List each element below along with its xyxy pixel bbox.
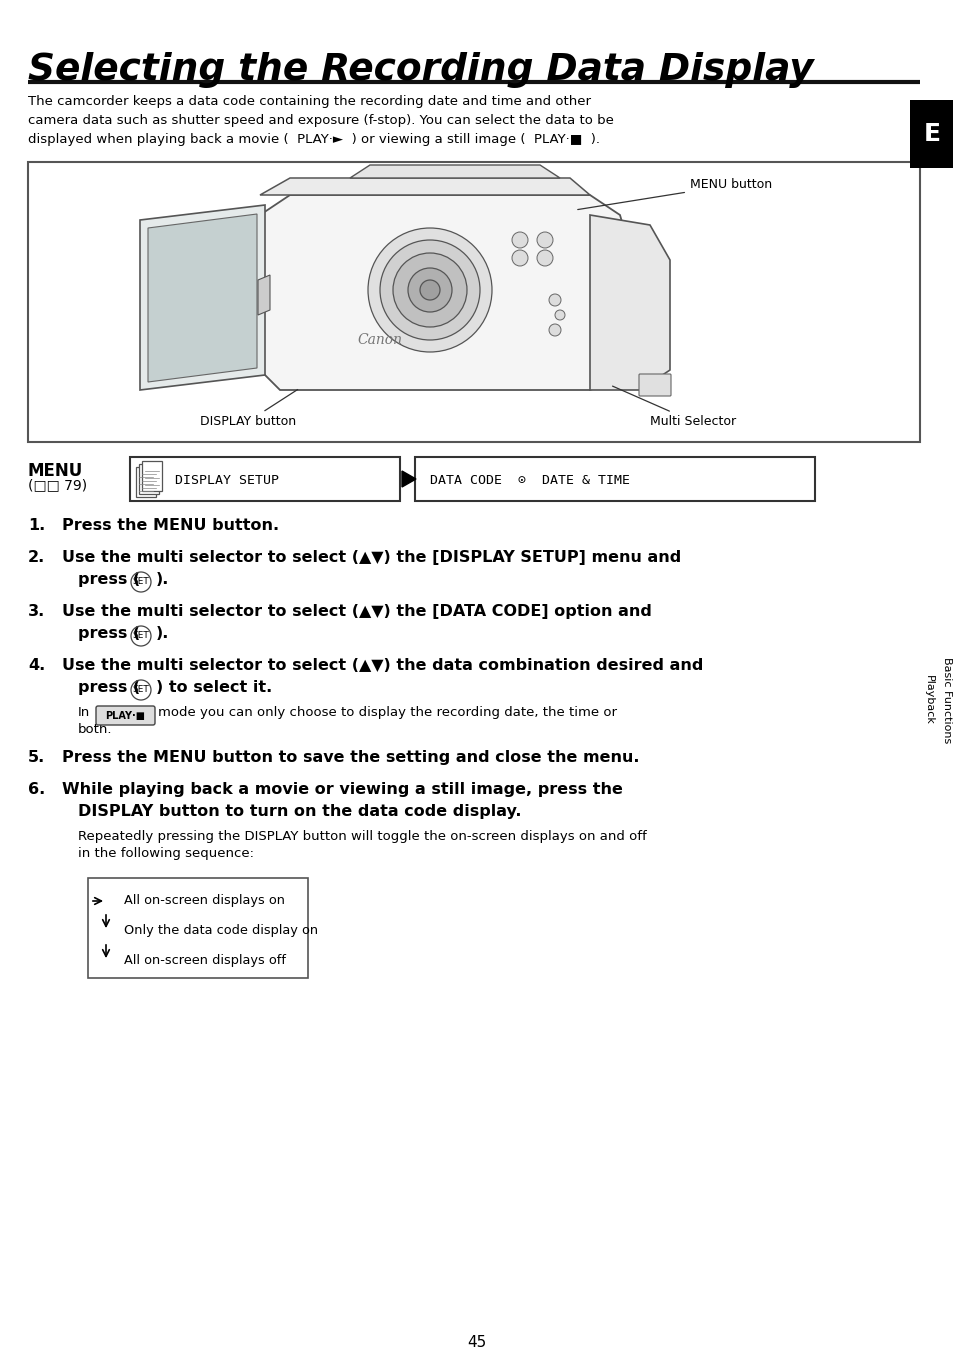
Circle shape [548, 294, 560, 305]
Circle shape [408, 267, 452, 312]
Text: 6.: 6. [28, 782, 45, 797]
Text: Press the MENU button.: Press the MENU button. [62, 518, 279, 533]
Text: SET: SET [132, 578, 150, 586]
Text: SET: SET [132, 685, 150, 695]
FancyBboxPatch shape [130, 457, 399, 501]
Text: Only the data code display on: Only the data code display on [124, 924, 317, 936]
Text: press (: press ( [78, 626, 140, 641]
Text: MENU: MENU [28, 461, 83, 480]
FancyBboxPatch shape [909, 100, 953, 168]
Text: camera data such as shutter speed and exposure (f-stop). You can select the data: camera data such as shutter speed and ex… [28, 114, 613, 128]
Text: Canon: Canon [357, 332, 402, 347]
FancyBboxPatch shape [28, 161, 919, 442]
Text: E: E [923, 122, 940, 147]
Circle shape [419, 280, 439, 300]
Text: 2.: 2. [28, 550, 45, 565]
Text: 45: 45 [467, 1335, 486, 1350]
FancyBboxPatch shape [139, 464, 159, 494]
Polygon shape [589, 214, 669, 389]
Text: 4.: 4. [28, 658, 45, 673]
Text: Selecting the Recording Data Display: Selecting the Recording Data Display [28, 52, 813, 88]
Polygon shape [260, 178, 589, 195]
Text: press (: press ( [78, 573, 140, 588]
Text: mode you can only choose to display the recording date, the time or: mode you can only choose to display the … [158, 706, 617, 719]
Text: Use the multi selector to select (▲▼) the data combination desired and: Use the multi selector to select (▲▼) th… [62, 658, 702, 673]
Text: In: In [78, 706, 91, 719]
FancyBboxPatch shape [136, 467, 156, 497]
Text: DISPLAY button to turn on the data code display.: DISPLAY button to turn on the data code … [78, 803, 521, 820]
Text: MENU button: MENU button [578, 179, 771, 209]
Text: DISPLAY SETUP: DISPLAY SETUP [174, 475, 278, 487]
Text: ).: ). [156, 626, 170, 641]
Text: (□□ 79): (□□ 79) [28, 478, 87, 493]
Circle shape [548, 324, 560, 337]
Polygon shape [401, 471, 416, 487]
Text: PLAY·■: PLAY·■ [106, 711, 146, 721]
Polygon shape [260, 195, 629, 389]
Text: press (: press ( [78, 680, 140, 695]
Circle shape [537, 250, 553, 266]
Text: While playing back a movie or viewing a still image, press the: While playing back a movie or viewing a … [62, 782, 622, 797]
Text: All on-screen displays off: All on-screen displays off [124, 954, 286, 968]
FancyBboxPatch shape [88, 878, 308, 978]
FancyBboxPatch shape [142, 461, 162, 491]
Text: ).: ). [156, 573, 170, 588]
Text: Basic Functions
Playback: Basic Functions Playback [923, 657, 951, 744]
Text: Use the multi selector to select (▲▼) the [DISPLAY SETUP] menu and: Use the multi selector to select (▲▼) th… [62, 550, 680, 565]
Text: DISPLAY button: DISPLAY button [200, 389, 297, 427]
Circle shape [512, 232, 527, 248]
FancyBboxPatch shape [96, 706, 154, 725]
Text: in the following sequence:: in the following sequence: [78, 847, 253, 860]
Text: displayed when playing back a movie (  PLAY·►  ) or viewing a still image (  PLA: displayed when playing back a movie ( PL… [28, 133, 599, 147]
FancyBboxPatch shape [639, 375, 670, 396]
Text: 5.: 5. [28, 750, 45, 765]
Circle shape [512, 250, 527, 266]
Text: Press the MENU button to save the setting and close the menu.: Press the MENU button to save the settin… [62, 750, 639, 765]
Circle shape [537, 232, 553, 248]
Text: The camcorder keeps a data code containing the recording date and time and other: The camcorder keeps a data code containi… [28, 95, 590, 109]
Polygon shape [148, 214, 256, 383]
Text: DATA CODE  ⊙  DATE & TIME: DATA CODE ⊙ DATE & TIME [430, 475, 629, 487]
Circle shape [555, 309, 564, 320]
Text: 1.: 1. [28, 518, 45, 533]
Text: ) to select it.: ) to select it. [156, 680, 272, 695]
Polygon shape [350, 166, 559, 178]
FancyBboxPatch shape [415, 457, 814, 501]
Circle shape [393, 252, 467, 327]
Text: All on-screen displays on: All on-screen displays on [124, 894, 285, 906]
Polygon shape [257, 275, 270, 315]
Text: both.: both. [78, 723, 112, 735]
Text: Multi Selector: Multi Selector [612, 387, 736, 427]
Text: Use the multi selector to select (▲▼) the [DATA CODE] option and: Use the multi selector to select (▲▼) th… [62, 604, 651, 619]
Text: 3.: 3. [28, 604, 45, 619]
Text: SET: SET [132, 631, 150, 641]
Circle shape [368, 228, 492, 351]
Text: Repeatedly pressing the DISPLAY button will toggle the on-screen displays on and: Repeatedly pressing the DISPLAY button w… [78, 830, 646, 843]
Polygon shape [140, 205, 265, 389]
Circle shape [379, 240, 479, 341]
